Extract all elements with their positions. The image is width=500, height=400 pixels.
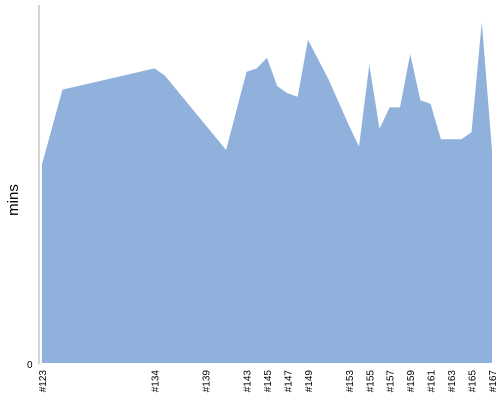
y-tick-label: 0 — [27, 360, 33, 371]
x-tick-label: #167 — [488, 370, 499, 393]
x-tick-label: #157 — [386, 370, 397, 393]
x-tick-label: #165 — [468, 370, 479, 393]
area-series — [42, 22, 492, 363]
x-tick-label: #149 — [304, 370, 315, 393]
x-tick-label: #155 — [365, 370, 376, 393]
x-tick-label: #159 — [406, 370, 417, 393]
x-tick-label: #123 — [38, 370, 49, 393]
x-tick-label: #145 — [263, 370, 274, 393]
x-tick-label: #163 — [447, 370, 458, 393]
plot-area — [42, 22, 492, 363]
y-axis-label: mins — [5, 184, 22, 216]
x-tick-label: #134 — [151, 370, 162, 393]
x-tick-label: #139 — [202, 370, 213, 393]
x-tick-label: #147 — [284, 370, 295, 393]
x-tick-label: #161 — [427, 370, 438, 393]
x-tick-label: #153 — [345, 370, 356, 393]
x-tick-label: #143 — [243, 370, 254, 393]
x-tick-labels: #123 #134 #139 #143 #145 #147 #149 #153 #155 #157… — [38, 370, 499, 393]
